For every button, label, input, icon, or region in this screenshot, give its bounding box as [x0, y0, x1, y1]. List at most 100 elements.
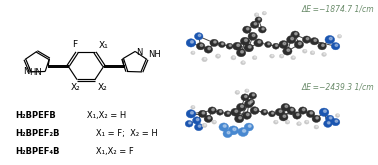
Circle shape — [337, 34, 342, 38]
Circle shape — [248, 46, 251, 48]
Circle shape — [239, 117, 242, 119]
Circle shape — [231, 108, 240, 116]
Circle shape — [335, 44, 338, 46]
Circle shape — [287, 49, 290, 51]
Text: N: N — [23, 67, 29, 76]
Circle shape — [281, 55, 283, 56]
Circle shape — [204, 115, 212, 122]
Circle shape — [283, 115, 286, 117]
Text: X₁ = F;  X₂ = H: X₁ = F; X₂ = H — [88, 129, 158, 138]
Circle shape — [329, 37, 332, 40]
Circle shape — [324, 120, 332, 127]
Circle shape — [299, 123, 300, 124]
Circle shape — [329, 117, 332, 119]
Circle shape — [324, 110, 327, 112]
Circle shape — [254, 108, 257, 111]
Circle shape — [291, 109, 293, 111]
Circle shape — [186, 39, 196, 47]
Circle shape — [224, 111, 231, 117]
Circle shape — [245, 39, 247, 41]
Text: H₂BPEFB: H₂BPEFB — [15, 111, 56, 120]
Circle shape — [244, 123, 254, 131]
Circle shape — [281, 103, 290, 111]
Circle shape — [325, 35, 335, 44]
Circle shape — [337, 115, 339, 116]
Circle shape — [214, 41, 216, 43]
Circle shape — [316, 126, 318, 127]
Circle shape — [306, 110, 315, 117]
Circle shape — [241, 51, 243, 53]
Circle shape — [237, 44, 240, 46]
Circle shape — [258, 41, 261, 43]
Circle shape — [268, 111, 276, 117]
Circle shape — [276, 121, 277, 122]
Circle shape — [237, 103, 246, 111]
Text: F: F — [73, 40, 78, 49]
Circle shape — [243, 26, 251, 33]
Circle shape — [302, 109, 305, 111]
Circle shape — [242, 112, 251, 119]
Circle shape — [254, 13, 259, 17]
Circle shape — [237, 91, 239, 93]
Circle shape — [293, 57, 294, 58]
Circle shape — [285, 105, 288, 107]
Circle shape — [327, 122, 330, 124]
Circle shape — [316, 117, 318, 119]
Circle shape — [186, 110, 196, 118]
Circle shape — [202, 112, 205, 114]
Circle shape — [314, 125, 319, 129]
Circle shape — [235, 110, 238, 112]
Text: NH: NH — [148, 50, 161, 59]
Circle shape — [194, 123, 203, 131]
Circle shape — [241, 94, 249, 101]
Text: ΔE =−1874.7 1/cm: ΔE =−1874.7 1/cm — [302, 5, 374, 14]
Circle shape — [189, 122, 191, 124]
Circle shape — [283, 42, 286, 45]
Circle shape — [243, 130, 246, 132]
Circle shape — [305, 50, 306, 51]
Circle shape — [291, 37, 294, 40]
Circle shape — [248, 102, 251, 104]
Circle shape — [302, 36, 311, 43]
Circle shape — [202, 57, 207, 62]
Circle shape — [245, 89, 249, 93]
Circle shape — [261, 109, 268, 115]
Circle shape — [214, 121, 215, 122]
Circle shape — [228, 126, 239, 135]
Circle shape — [227, 132, 230, 134]
Circle shape — [307, 121, 308, 122]
Circle shape — [202, 123, 207, 128]
Circle shape — [324, 53, 325, 55]
Circle shape — [294, 41, 304, 49]
Circle shape — [241, 61, 245, 65]
Circle shape — [246, 113, 249, 116]
Circle shape — [325, 115, 334, 122]
Circle shape — [254, 39, 263, 47]
Circle shape — [198, 110, 207, 117]
Circle shape — [245, 100, 253, 108]
Circle shape — [272, 55, 273, 56]
Circle shape — [220, 111, 222, 112]
Circle shape — [252, 34, 255, 36]
Text: HN: HN — [29, 68, 42, 77]
Text: X₂: X₂ — [71, 83, 81, 92]
Circle shape — [299, 107, 307, 114]
Circle shape — [223, 125, 226, 127]
Circle shape — [198, 125, 201, 127]
Circle shape — [332, 118, 340, 126]
Text: H₂BPEF₄B: H₂BPEF₄B — [15, 147, 60, 156]
Circle shape — [185, 120, 193, 127]
Circle shape — [293, 112, 301, 119]
Circle shape — [244, 44, 254, 52]
Circle shape — [226, 43, 233, 49]
Circle shape — [287, 36, 296, 44]
Circle shape — [339, 35, 341, 36]
Circle shape — [304, 120, 309, 124]
Circle shape — [273, 43, 279, 49]
Circle shape — [265, 42, 271, 48]
Circle shape — [247, 90, 248, 91]
Circle shape — [302, 49, 307, 53]
Circle shape — [240, 37, 249, 45]
Circle shape — [235, 90, 240, 94]
Circle shape — [335, 114, 340, 117]
